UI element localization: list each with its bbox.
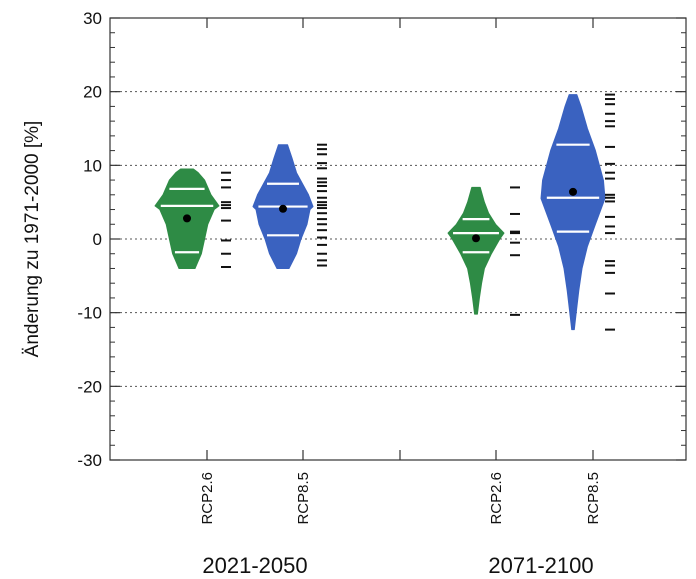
violin-shape: [447, 186, 505, 315]
mean-dot: [472, 234, 480, 243]
y-tick-label: 10: [83, 156, 102, 175]
violin-shape: [540, 94, 606, 331]
period-label: 2071-2100: [488, 553, 593, 578]
axis-layer: -30 -20 -10 0 10 20 30 RCP2.6 RCP8.5 RCP2.6 RCP8.5…: [77, 9, 686, 578]
y-axis-label: Änderung zu 1971-2000 [%]: [22, 121, 43, 358]
y-tick-label: 30: [83, 9, 102, 28]
scenario-label: RCP2.6: [199, 472, 216, 525]
y-tick-label: -30: [77, 451, 102, 470]
mean-dot: [183, 214, 191, 223]
scenario-label: RCP8.5: [295, 472, 312, 525]
scenario-label: RCP8.5: [585, 472, 602, 525]
period-label: 2021-2050: [202, 553, 307, 578]
member-layer: [221, 93, 615, 331]
mean-dot: [279, 204, 287, 213]
scenario-label: RCP2.6: [488, 472, 505, 525]
y-tick-label: 20: [83, 83, 102, 102]
mean-dot: [569, 187, 577, 196]
violin-layer: [154, 94, 606, 331]
y-tick-label: -10: [77, 304, 102, 323]
y-tick-label: -20: [77, 377, 102, 396]
y-tick-label: 0: [93, 230, 102, 249]
